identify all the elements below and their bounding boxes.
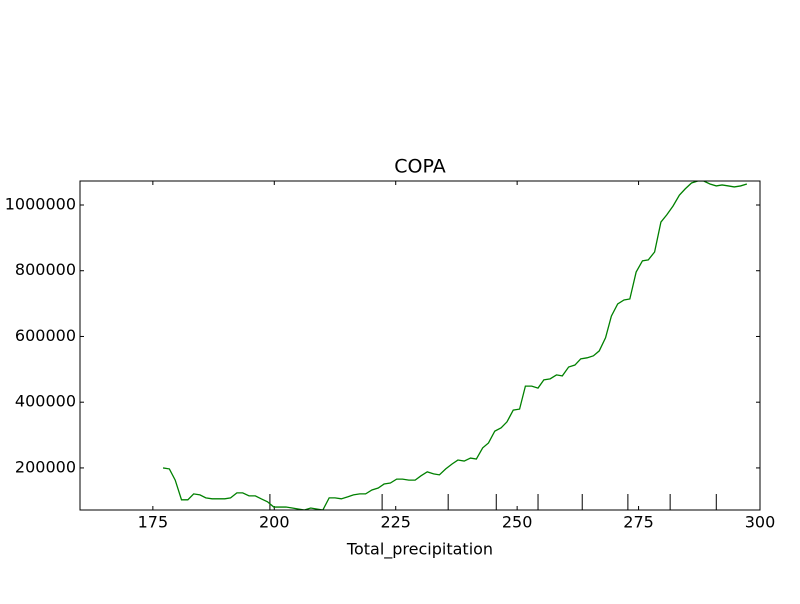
x-axis-label: Total_precipitation xyxy=(346,540,493,560)
y-tick-label: 600000 xyxy=(15,326,76,345)
data-line xyxy=(162,181,748,510)
x-tick-label: 300 xyxy=(745,513,776,532)
chart-title: COPA xyxy=(394,156,445,178)
x-tick-label: 225 xyxy=(380,513,411,532)
plot-frame xyxy=(79,180,761,511)
x-tick-label: 175 xyxy=(138,513,169,532)
y-tick-label: 800000 xyxy=(15,260,76,279)
y-tick-label: 200000 xyxy=(15,457,76,476)
x-tick-label: 250 xyxy=(502,513,533,532)
x-tick-label: 275 xyxy=(623,513,654,532)
y-tick-label: 1000000 xyxy=(5,194,76,213)
x-tick-label: 200 xyxy=(259,513,290,532)
y-tick-label: 400000 xyxy=(15,392,76,411)
